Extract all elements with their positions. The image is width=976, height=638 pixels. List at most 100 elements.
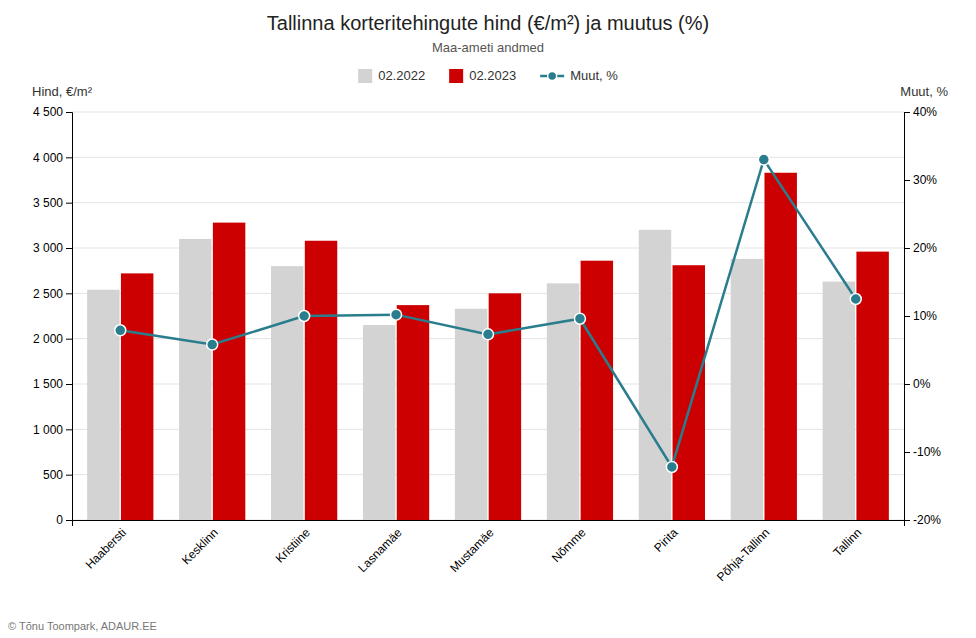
y2-tick-label: 40% [913,105,937,119]
grid [72,112,904,520]
x-tick: Haabersti [83,526,129,572]
y-tick-label: 2 500 [33,287,63,301]
x-tick: Tallinn [830,526,864,560]
line-marker [207,339,218,350]
bar [581,261,613,520]
legend: 02.202202.2023Muut, % [358,68,618,83]
bar [856,252,888,520]
y2-tick-label: 10% [913,309,937,323]
bar [121,273,153,520]
y-tick-label: 1 000 [33,423,63,437]
legend-label: 02.2023 [469,68,516,83]
legend-marker [548,72,557,81]
bar [305,241,337,520]
line-marker [391,309,402,320]
y-tick-mark [66,248,72,249]
y-tick-label: 1 500 [33,377,63,391]
line-marker [850,294,861,305]
y-tick-label: 500 [43,468,63,482]
y2-tick-label: 30% [913,173,937,187]
y-tick: 4 500 [33,105,72,119]
y-tick: 3 000 [33,241,72,255]
x-tick: Pirita [651,525,680,554]
y2-tick-mark [904,180,910,181]
y-tick-mark [66,429,72,430]
y-axis: 05001 0001 5002 0002 5003 0003 5004 0004… [33,105,73,527]
x-tick-label: Mustamäe [447,525,497,575]
x-axis: Haabersti Kesklinn Kristiine Lasnamäe Mustam… [73,521,905,585]
y-tick-mark [66,339,72,340]
line-marker [758,154,769,165]
x-tick: Nõmme [549,525,589,565]
y-tick-mark [66,520,72,521]
bar [731,259,763,520]
legend-item: 02.2022 [358,68,425,83]
y-tick-label: 2 000 [33,332,63,346]
y-axis-title: Hind, €/m² [32,84,93,99]
y2-tick-label: -20% [913,513,941,527]
x-tick: Kristiine [273,525,313,565]
y-tick: 3 500 [33,196,72,210]
y-tick-mark [66,203,72,204]
bar [455,309,487,520]
x-tick: Põhja-Tallinn [714,526,772,584]
y2-axis-title: Muut, % [900,84,948,99]
y-tick-mark [66,384,72,385]
line-marker [574,313,585,324]
y2-tick: 20% [904,241,937,255]
x-tick-label: Lasnamäe [355,525,405,575]
y-tick-mark [66,475,72,476]
y2-tick-label: 20% [913,241,937,255]
annotation: © Tõnu Toompark, ADAUR.EE [8,620,157,632]
title: Tallinna korteritehingute hind (€/m²) ja… [267,12,709,34]
bar [397,305,429,520]
x-tick-label: Tallinn [830,526,864,560]
bar [271,266,303,520]
y-tick-label: 0 [56,513,63,527]
y-tick: 0 [56,513,72,527]
y-tick-label: 4 500 [33,105,63,119]
bar [764,173,796,520]
y2-tick: 10% [904,309,937,323]
bar [363,325,395,520]
y2-tick: 40% [904,105,937,119]
bar [179,239,211,520]
x-axis-line [73,521,905,527]
y-tick: 2 000 [33,332,72,346]
y-tick-mark [66,112,72,113]
y-tick-label: 3 500 [33,196,63,210]
chart-svg: Haabersti Kesklinn Kristiine Lasnamäe Mustam… [0,0,976,638]
bar-series [121,173,889,520]
y-tick-mark [66,293,72,294]
y2-tick-mark [904,384,910,385]
x-tick-label: Nõmme [549,525,589,565]
y-tick: 1 500 [33,377,72,391]
line-series [115,154,861,472]
y-tick: 2 500 [33,287,72,301]
legend-swatch [449,69,463,83]
y2-tick-label: -10% [913,445,941,459]
bar [639,230,671,520]
bar [673,265,705,520]
bar [489,293,521,520]
y2-tick: -10% [904,445,941,459]
y2-tick-mark [904,248,910,249]
legend-item: 02.2023 [449,68,516,83]
x-tick-label: Kesklinn [179,526,221,568]
marks [87,154,889,520]
y2-tick-mark [904,452,910,453]
line-marker [115,325,126,336]
line-marker [483,329,494,340]
line-marker [299,311,310,322]
line-marker [666,461,677,472]
bar [213,223,245,520]
y2-tick-mark [904,112,910,113]
bar [87,290,119,520]
legend-swatch [358,69,372,83]
y2-tick: -20% [904,513,941,527]
y2-tick: 30% [904,173,937,187]
y-tick-mark [66,157,72,158]
x-tick-label: Haabersti [83,526,129,572]
bar-series [87,230,855,520]
x-tick-label: Pirita [651,525,680,554]
